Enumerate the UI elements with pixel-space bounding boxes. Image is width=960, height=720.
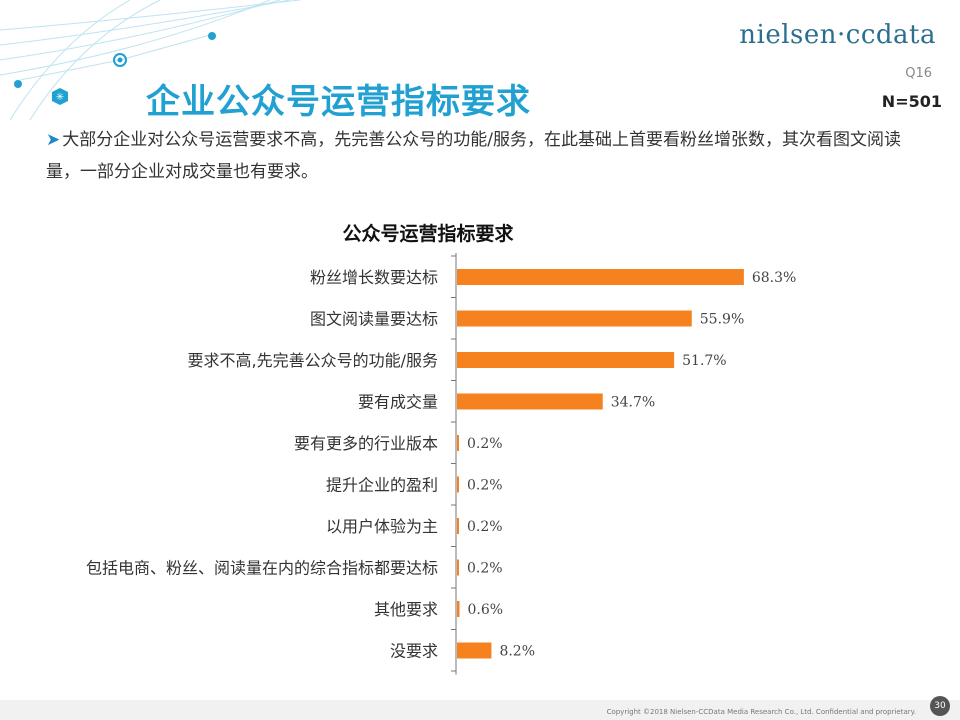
brand-logo: nielsen·ccdata xyxy=(739,20,936,50)
bar xyxy=(457,269,744,285)
category-label: 其他要求 xyxy=(374,600,438,619)
data-label: 0.2% xyxy=(467,519,503,535)
data-label: 0.2% xyxy=(467,561,503,577)
category-label: 要有成交量 xyxy=(358,393,438,412)
summary-text-block: ➤ 大部分企业对公众号运营要求不高，先完善公众号的功能/服务，在此基础上首要看粉丝… xyxy=(46,124,926,188)
category-label: 要求不高,先完善公众号的功能/服务 xyxy=(188,351,438,370)
bar xyxy=(457,310,692,327)
bar xyxy=(457,518,459,534)
category-label: 包括电商、粉丝、阅读量在内的综合指标都要达标 xyxy=(86,559,438,578)
copyright-text: Copyright ©2018 Nielsen-CCData Media Res… xyxy=(606,708,916,716)
category-label: 以用户体验为主 xyxy=(326,517,438,536)
data-label: 55.9% xyxy=(700,312,744,328)
question-code: Q16 xyxy=(905,66,932,81)
page-title: 企业公众号运营指标要求 xyxy=(146,82,531,122)
bar xyxy=(457,476,459,493)
chart-title: 公众号运营指标要求 xyxy=(342,222,514,245)
data-label: 68.3% xyxy=(752,270,796,286)
category-label: 图文阅读量要达标 xyxy=(310,310,438,329)
bar xyxy=(457,393,603,410)
bar xyxy=(457,559,459,576)
snowflake-hexagon-icon xyxy=(52,88,68,105)
svg-text:✳: ✳ xyxy=(56,92,64,103)
bar xyxy=(457,435,459,451)
bar xyxy=(457,601,460,617)
data-label: 0.2% xyxy=(467,478,503,494)
bar xyxy=(457,352,675,368)
category-label: 要有更多的行业版本 xyxy=(294,434,438,453)
category-label: 没要求 xyxy=(390,642,438,661)
decorative-network-graphic: ✳ xyxy=(0,0,300,120)
bar xyxy=(457,642,492,659)
data-label: 34.7% xyxy=(611,395,655,411)
category-label: 粉丝增长数要达标 xyxy=(310,268,438,287)
category-label: 提升企业的盈利 xyxy=(326,476,438,495)
footer-bar xyxy=(0,700,960,720)
sample-size: N=501 xyxy=(881,92,942,111)
summary-text: 大部分企业对公众号运营要求不高，先完善公众号的功能/服务，在此基础上首要看粉丝增… xyxy=(46,130,901,182)
data-label: 51.7% xyxy=(682,353,726,369)
data-label: 8.2% xyxy=(499,644,535,660)
page-number: 30 xyxy=(930,696,950,716)
data-label: 0.6% xyxy=(468,602,504,618)
data-label: 0.2% xyxy=(467,436,503,452)
chevron-right-icon: ➤ xyxy=(46,130,61,150)
